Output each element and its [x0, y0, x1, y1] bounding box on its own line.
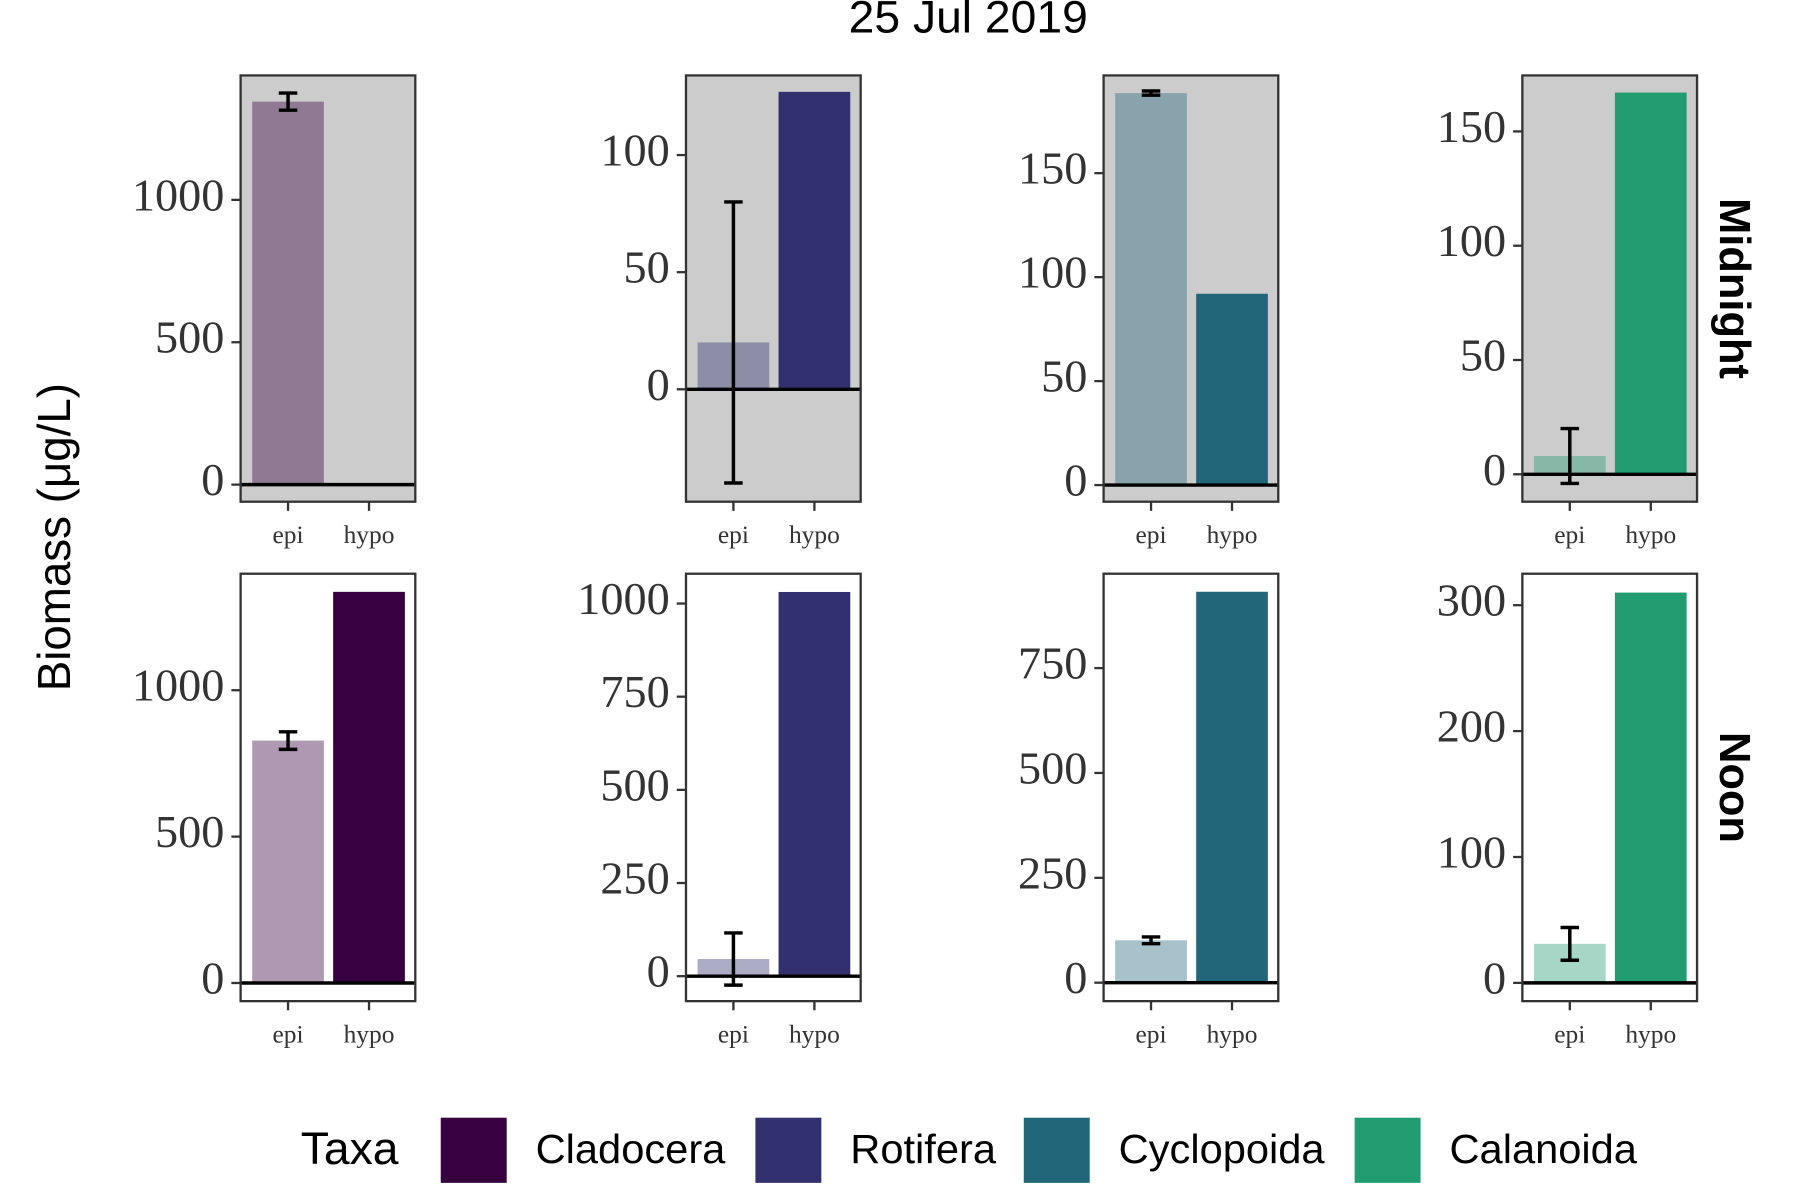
x-tick-label: epi — [273, 521, 304, 549]
y-tick-label: 500 — [155, 312, 224, 363]
y-tick-label: 50 — [624, 242, 670, 293]
y-tick-label: 250 — [600, 853, 669, 904]
y-tick-label: 100 — [1437, 827, 1506, 878]
bar — [1196, 591, 1268, 983]
y-tick-label: 500 — [600, 760, 669, 811]
error-bar — [278, 730, 298, 752]
x-tick-label: hypo — [1625, 521, 1676, 549]
bar — [333, 591, 405, 983]
panel-background — [240, 75, 416, 502]
panel-border — [1102, 572, 1280, 1003]
panel-border — [684, 572, 862, 1003]
y-tick-label: 1000 — [132, 170, 225, 221]
panel-border — [239, 572, 417, 1003]
strip-label: Noon — [1710, 732, 1759, 843]
y-axis-label: Biomass (μg/L) — [28, 383, 80, 691]
legend-label: Cyclopoida — [1119, 1126, 1326, 1172]
error-bar — [1560, 925, 1580, 962]
error-bar — [278, 91, 298, 112]
panel-border — [1521, 572, 1699, 1003]
panel-border — [1102, 74, 1280, 503]
legend-label: Calanoida — [1449, 1126, 1637, 1172]
y-tick-label: 0 — [201, 454, 224, 505]
y-tick-label: 0 — [647, 359, 670, 410]
y-tick-label: 750 — [600, 666, 669, 717]
y-tick-label: 100 — [600, 125, 669, 176]
panel-border — [684, 74, 862, 503]
legend-label: Cladocera — [536, 1126, 727, 1172]
x-tick-label: epi — [1135, 1020, 1166, 1048]
error-bar — [724, 200, 743, 485]
x-tick-label: epi — [718, 521, 749, 549]
legend-label: Rotifera — [850, 1126, 997, 1172]
y-tick-label: 0 — [1483, 953, 1506, 1004]
x-tick-label: epi — [1554, 521, 1585, 549]
x-tick-label: hypo — [789, 1020, 840, 1048]
error-bar — [1560, 426, 1580, 486]
legend-swatch — [1023, 1117, 1090, 1183]
y-tick-label: 750 — [1018, 638, 1087, 689]
bar — [1115, 940, 1187, 983]
y-tick-label: 300 — [1437, 575, 1506, 626]
y-tick-label: 0 — [1064, 952, 1087, 1003]
y-tick-label: 500 — [1018, 743, 1087, 794]
y-tick-label: 100 — [1437, 215, 1506, 266]
x-tick-label: hypo — [344, 1020, 395, 1048]
y-tick-label: 0 — [1483, 444, 1506, 495]
x-tick-label: epi — [1554, 1020, 1585, 1048]
y-tick-label: 0 — [1064, 455, 1087, 506]
chart-title: 25 Jul 2019 — [849, 0, 1088, 43]
y-tick-label: 150 — [1437, 101, 1506, 152]
y-tick-label: 150 — [1018, 143, 1087, 194]
legend-swatch — [1354, 1117, 1421, 1183]
y-tick-label: 50 — [1460, 330, 1506, 381]
y-tick-label: 0 — [647, 946, 670, 997]
y-tick-label: 200 — [1437, 701, 1506, 752]
strip-label: Midnight — [1710, 198, 1759, 379]
legend-swatch — [755, 1117, 822, 1183]
x-tick-label: epi — [718, 1020, 749, 1048]
x-tick-label: hypo — [1207, 1020, 1258, 1048]
bar — [1115, 93, 1187, 486]
legend-title: Taxa — [301, 1122, 399, 1174]
panel-border — [1521, 74, 1699, 503]
error-bar — [1141, 89, 1161, 97]
bar — [1614, 92, 1687, 475]
y-tick-label: 1000 — [132, 660, 225, 711]
x-tick-label: epi — [1135, 521, 1166, 549]
legend-swatch — [440, 1117, 507, 1183]
x-tick-label: hypo — [789, 521, 840, 549]
x-tick-label: epi — [273, 1020, 304, 1048]
y-tick-label: 50 — [1041, 351, 1087, 402]
error-bar — [1141, 935, 1161, 946]
y-tick-label: 250 — [1018, 848, 1087, 899]
x-tick-label: hypo — [344, 521, 395, 549]
x-tick-label: hypo — [1207, 521, 1258, 549]
bar — [778, 591, 851, 977]
error-bar — [724, 931, 743, 987]
y-tick-label: 1000 — [577, 573, 670, 624]
bar — [778, 91, 851, 390]
y-tick-label: 500 — [155, 806, 224, 857]
bar — [1196, 293, 1268, 486]
y-tick-label: 0 — [201, 953, 224, 1004]
bar — [252, 101, 324, 485]
bar — [1614, 592, 1687, 983]
y-tick-label: 100 — [1018, 247, 1087, 298]
bar — [252, 740, 324, 983]
panel-border — [239, 74, 417, 503]
x-tick-label: hypo — [1625, 1020, 1676, 1048]
